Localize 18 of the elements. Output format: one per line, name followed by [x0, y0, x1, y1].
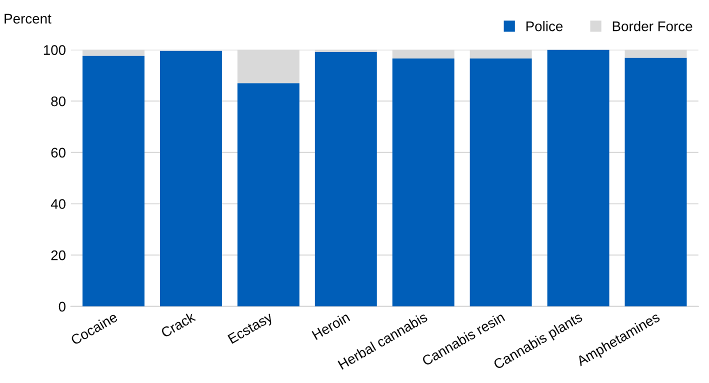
y-tick-label: 40: [50, 199, 66, 209]
legend-label: Police: [526, 21, 563, 32]
y-tick-label: 60: [51, 148, 66, 158]
bar: [624, 58, 687, 306]
bar: [547, 50, 610, 306]
y-tick-label: 100: [44, 45, 66, 55]
y-tick-label: 20: [51, 250, 66, 260]
x-tick-label: Crack: [160, 311, 196, 338]
bar: [82, 56, 144, 306]
bar: [392, 58, 454, 306]
bar: [314, 52, 377, 306]
bar: [160, 50, 222, 306]
bar: [470, 58, 532, 306]
y-tick-label: 0: [58, 302, 66, 312]
bar: [237, 83, 300, 306]
legend-label: Border Force: [612, 21, 692, 32]
y-axis-title: Percent: [4, 14, 52, 24]
y-tick-label: 80: [51, 96, 66, 106]
